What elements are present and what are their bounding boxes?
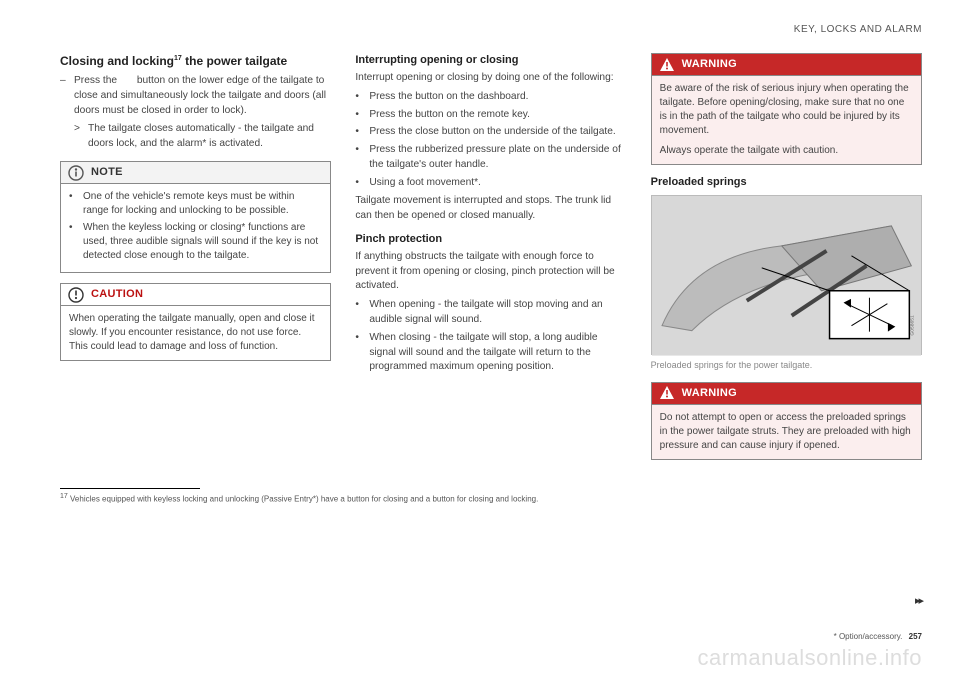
warning-body-1: Be aware of the risk of serious injury w…	[652, 76, 921, 164]
bullet-icon: •	[355, 331, 369, 375]
list-item: •Press the button on the dashboard.	[355, 90, 626, 105]
pinch-intro: If anything obstructs the tailgate with …	[355, 250, 626, 294]
preloaded-heading: Preloaded springs	[651, 175, 922, 191]
bullet-icon: •	[355, 143, 369, 173]
note-callout: NOTE •One of the vehicle's remote keys m…	[60, 161, 331, 273]
watermark: carmanualsonline.info	[0, 645, 922, 671]
bullet-icon: •	[69, 190, 83, 218]
note-label: NOTE	[91, 165, 123, 181]
warning-callout-2: WARNING Do not attempt to open or access…	[651, 382, 922, 460]
warning-bar: WARNING	[652, 54, 921, 76]
interrupt-heading: Interrupting opening or closing	[355, 53, 626, 69]
list-item: •Press the rubberized pressure plate on …	[355, 143, 626, 173]
tailgate-diagram: G058651	[652, 196, 921, 356]
page-category: KEY, LOCKS AND ALARM	[60, 24, 922, 35]
preloaded-figure: G058651	[651, 195, 922, 355]
interrupt-intro: Interrupt opening or closing by doing on…	[355, 71, 626, 86]
title-part-b: the power tailgate	[182, 54, 287, 68]
interrupt-item-3: Press the rubberized pressure plate on t…	[369, 143, 626, 173]
interrupt-para: Tailgate movement is interrupted and sto…	[355, 194, 626, 224]
step-text: Press the button on the lower edge of th…	[74, 74, 331, 118]
warning-callout-1: WARNING Be aware of the risk of serious …	[651, 53, 922, 165]
bullet-icon: •	[355, 108, 369, 123]
figure-ref-text: G058651	[909, 315, 915, 336]
manual-page: KEY, LOCKS AND ALARM Closing and locking…	[0, 0, 960, 677]
list-item: •One of the vehicle's remote keys must b…	[69, 190, 322, 218]
caution-bar: CAUTION	[61, 284, 330, 306]
pinch-item-1: When closing - the tailgate will stop, a…	[369, 331, 626, 375]
pinch-list: •When opening - the tailgate will stop m…	[355, 298, 626, 375]
warning-bar: WARNING	[652, 383, 921, 405]
warning-label: WARNING	[682, 386, 737, 402]
bullet-icon: •	[355, 176, 369, 191]
list-item: •When closing - the tailgate will stop, …	[355, 331, 626, 375]
interrupt-item-0: Press the button on the dashboard.	[369, 90, 626, 105]
column-1: Closing and locking17 the power tailgate…	[60, 53, 331, 470]
footnote-rule	[60, 488, 200, 489]
warning-icon	[658, 56, 676, 74]
page-number: 257	[909, 632, 922, 641]
content-columns: Closing and locking17 the power tailgate…	[60, 53, 922, 470]
note-bar: NOTE	[61, 162, 330, 184]
info-icon	[67, 164, 85, 182]
column-2: Interrupting opening or closing Interrup…	[355, 53, 626, 470]
figure-caption: Preloaded springs for the power tailgate…	[651, 359, 922, 372]
interrupt-item-1: Press the button on the remote key.	[369, 108, 626, 123]
option-note: * Option/accessory.	[834, 632, 903, 641]
warning-body-2: Do not attempt to open or access the pre…	[652, 405, 921, 459]
warn1-p2: Always operate the tailgate with caution…	[660, 144, 913, 158]
step-item: – Press the button on the lower edge of …	[60, 74, 331, 118]
bullet-icon: •	[69, 221, 83, 263]
note-item-1: When the keyless locking or closing* fun…	[83, 221, 322, 263]
column-3: WARNING Be aware of the risk of serious …	[651, 53, 922, 470]
step-result: > The tailgate closes automatically - th…	[74, 122, 331, 152]
bullet-icon: •	[355, 125, 369, 140]
interrupt-item-4: Using a foot movement*.	[369, 176, 626, 191]
list-item: •Press the button on the remote key.	[355, 108, 626, 123]
page-footer: * Option/accessory. 257	[834, 632, 922, 641]
list-item: •When opening - the tailgate will stop m…	[355, 298, 626, 328]
interrupt-item-2: Press the close button on the underside …	[369, 125, 626, 140]
note-list: •One of the vehicle's remote keys must b…	[69, 190, 322, 263]
note-item-0: One of the vehicle's remote keys must be…	[83, 190, 322, 218]
closing-locking-title: Closing and locking17 the power tailgate	[60, 53, 331, 70]
title-sup: 17	[174, 55, 182, 62]
pinch-item-0: When opening - the tailgate will stop mo…	[369, 298, 626, 328]
pinch-heading: Pinch protection	[355, 232, 626, 248]
interrupt-list: •Press the button on the dashboard. •Pre…	[355, 90, 626, 191]
warn1-p1: Be aware of the risk of serious injury w…	[660, 82, 913, 138]
list-item: •When the keyless locking or closing* fu…	[69, 221, 322, 263]
list-item: •Press the close button on the underside…	[355, 125, 626, 140]
footnote: 17 Vehicles equipped with keyless lockin…	[60, 493, 922, 504]
warning-icon	[658, 384, 676, 402]
continuation-arrow-icon: ▸▸	[915, 594, 922, 607]
caution-callout: CAUTION When operating the tailgate manu…	[60, 283, 331, 361]
dash-marker: –	[60, 74, 74, 118]
chevron-marker: >	[74, 122, 88, 152]
step-result-text: The tailgate closes automatically - the …	[88, 122, 331, 152]
caution-body: When operating the tailgate manually, op…	[61, 306, 330, 360]
note-body: •One of the vehicle's remote keys must b…	[61, 184, 330, 272]
caution-label: CAUTION	[91, 287, 143, 303]
bullet-icon: •	[355, 298, 369, 328]
bullet-icon: •	[355, 90, 369, 105]
caution-icon	[67, 286, 85, 304]
footnote-text: Vehicles equipped with keyless locking a…	[70, 495, 538, 504]
warning-label: WARNING	[682, 57, 737, 73]
title-part-a: Closing and locking	[60, 54, 174, 68]
list-item: •Using a foot movement*.	[355, 176, 626, 191]
footnote-sup: 17	[60, 493, 68, 500]
